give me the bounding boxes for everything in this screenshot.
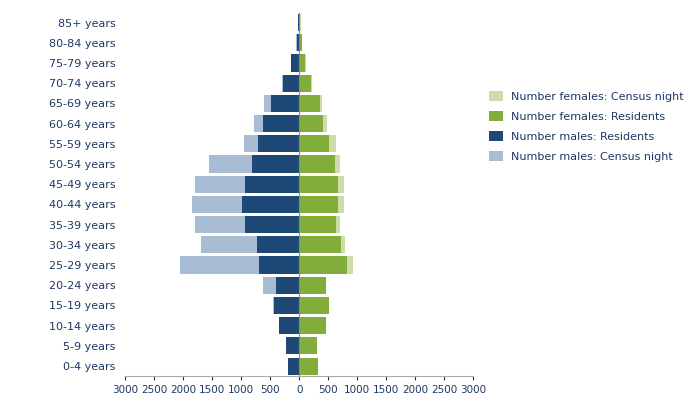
Bar xyxy=(299,297,329,314)
Bar xyxy=(292,54,299,71)
Bar xyxy=(298,14,299,31)
Bar xyxy=(299,236,345,253)
Bar xyxy=(299,95,320,112)
Bar xyxy=(299,54,306,71)
Bar xyxy=(299,277,322,294)
Bar xyxy=(299,297,329,314)
Bar xyxy=(254,115,299,132)
Bar xyxy=(299,196,344,213)
Bar xyxy=(282,75,299,92)
Bar xyxy=(299,14,301,31)
Bar xyxy=(258,135,299,153)
Bar xyxy=(263,277,299,294)
Bar xyxy=(299,155,340,173)
Bar xyxy=(299,196,338,213)
Bar xyxy=(245,176,299,193)
Bar xyxy=(297,14,299,31)
Bar xyxy=(291,54,299,71)
Bar xyxy=(283,75,299,92)
Bar xyxy=(276,277,299,294)
Bar xyxy=(299,95,322,112)
Bar xyxy=(264,95,299,112)
Bar xyxy=(252,155,299,173)
Bar xyxy=(299,337,317,354)
Bar xyxy=(299,115,323,132)
Bar xyxy=(296,34,299,51)
Bar xyxy=(299,257,353,274)
Bar xyxy=(287,357,299,375)
Bar xyxy=(299,135,329,153)
Bar xyxy=(299,257,347,274)
Bar xyxy=(299,54,306,71)
Bar xyxy=(274,297,299,314)
Bar xyxy=(209,155,299,173)
Bar xyxy=(279,317,299,334)
Bar xyxy=(299,236,341,253)
Bar xyxy=(299,34,302,51)
Bar xyxy=(299,277,326,294)
Bar xyxy=(192,196,299,213)
Bar xyxy=(299,337,317,354)
Bar xyxy=(296,34,299,51)
Bar xyxy=(299,75,311,92)
Bar xyxy=(245,216,299,233)
Bar xyxy=(299,115,327,132)
Bar xyxy=(273,297,299,314)
Bar xyxy=(299,216,335,233)
Bar xyxy=(263,115,299,132)
Bar xyxy=(271,95,299,112)
Bar xyxy=(259,257,299,274)
Bar xyxy=(286,337,299,354)
Bar xyxy=(299,155,335,173)
Bar xyxy=(287,357,299,375)
Bar xyxy=(299,176,344,193)
Bar xyxy=(200,236,299,253)
Bar xyxy=(299,75,313,92)
Bar xyxy=(279,317,299,334)
Bar xyxy=(299,34,301,51)
Bar xyxy=(299,317,326,334)
Bar xyxy=(195,176,299,193)
Bar xyxy=(299,317,326,334)
Bar xyxy=(242,196,299,213)
Bar xyxy=(299,135,335,153)
Bar xyxy=(299,176,338,193)
Bar xyxy=(299,357,318,375)
Bar xyxy=(195,216,299,233)
Legend: Number females: Census night, Number females: Residents, Number males: Residents: Number females: Census night, Number fem… xyxy=(489,91,684,162)
Bar xyxy=(257,236,299,253)
Bar xyxy=(286,337,299,354)
Bar xyxy=(299,216,340,233)
Bar xyxy=(299,14,301,31)
Bar xyxy=(180,257,299,274)
Bar xyxy=(244,135,299,153)
Bar xyxy=(299,357,318,375)
